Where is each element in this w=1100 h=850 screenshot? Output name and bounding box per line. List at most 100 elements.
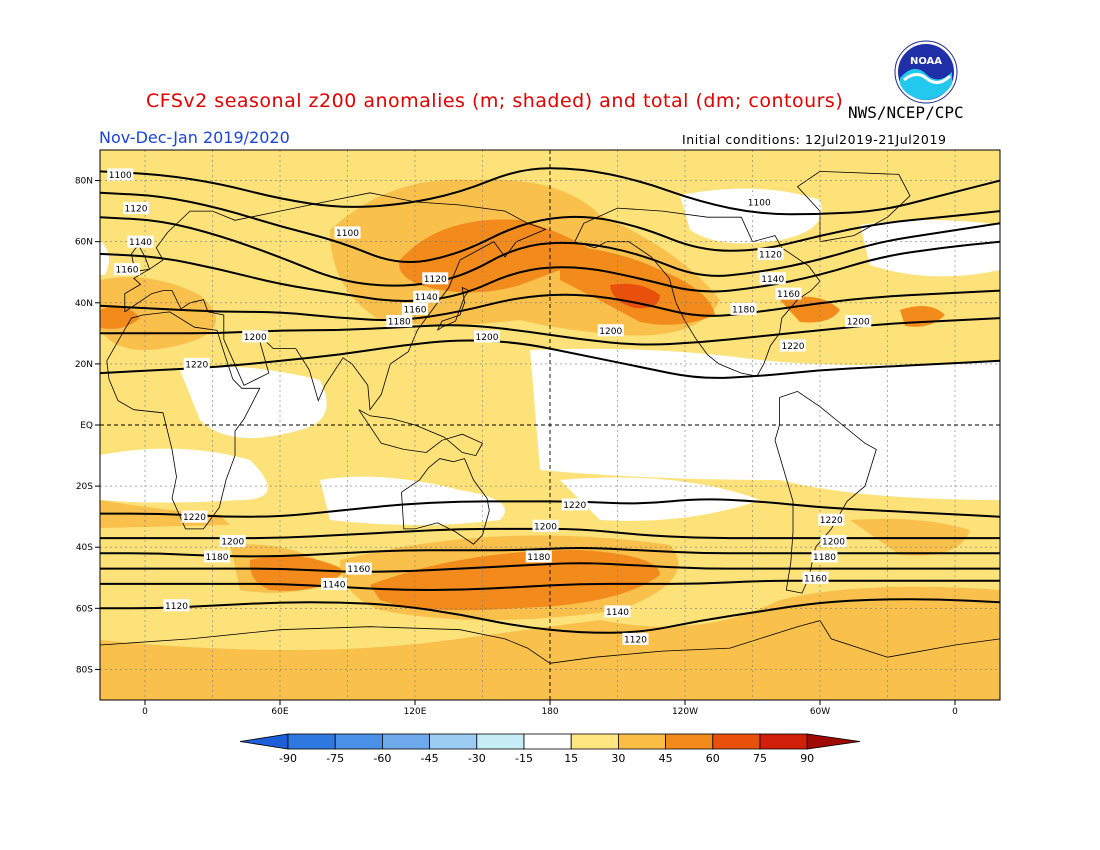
contour-label: 1220 bbox=[818, 513, 845, 526]
contour-label-bg bbox=[114, 263, 140, 276]
contour-label: 1160 bbox=[775, 287, 802, 300]
anomaly-region bbox=[180, 366, 327, 438]
contour-label-text: 1140 bbox=[761, 275, 784, 285]
contour-label-text: 1120 bbox=[125, 205, 148, 215]
anomaly-region bbox=[100, 306, 140, 329]
contour-1120 bbox=[100, 191, 1000, 264]
coastline bbox=[401, 458, 490, 545]
contour-label-bg bbox=[422, 272, 449, 285]
contour-label: 1160 bbox=[345, 562, 372, 575]
colorbar-label: -45 bbox=[421, 752, 439, 765]
contour-label: 1200 bbox=[532, 519, 559, 532]
coastline bbox=[774, 390, 877, 594]
contour-label-text: 1220 bbox=[782, 342, 805, 352]
chart-title: CFSv2 seasonal z200 anomalies (m; shaded… bbox=[146, 90, 844, 112]
contour-label-text: 1160 bbox=[804, 574, 827, 584]
contour-label: 1100 bbox=[107, 168, 134, 181]
contour-label-text: 1160 bbox=[777, 290, 800, 300]
contour-1100 bbox=[100, 167, 1000, 216]
contour-label-text: 1200 bbox=[599, 327, 622, 337]
map-panel: 1100112011401160110011001120114011601120… bbox=[75, 149, 1001, 717]
contour-label-bg bbox=[181, 510, 208, 523]
contour-label: 1220 bbox=[183, 357, 210, 370]
contour-label-text: 1120 bbox=[759, 250, 782, 260]
contour-label-text: 1100 bbox=[109, 171, 132, 181]
coastline bbox=[106, 311, 261, 530]
anomaly-region bbox=[680, 188, 822, 244]
contour-label: 1220 bbox=[561, 498, 588, 511]
noaa-logo-text: NOAA bbox=[910, 56, 942, 67]
contour-label-bg bbox=[413, 290, 440, 303]
contour-label-bg bbox=[474, 330, 500, 343]
contour-label-text: 1180 bbox=[732, 305, 755, 315]
contour-label-bg bbox=[845, 315, 872, 328]
anomaly-region bbox=[860, 220, 1000, 277]
colorbar-label: -60 bbox=[373, 752, 391, 765]
contour-label-text: 1140 bbox=[606, 608, 629, 618]
contour-label-text: 1160 bbox=[116, 266, 139, 276]
contour-label: 1100 bbox=[334, 226, 361, 239]
contour-label: 1160 bbox=[402, 302, 428, 315]
contour-label-text: 1140 bbox=[323, 580, 346, 590]
contour-label: 1220 bbox=[780, 339, 806, 352]
lat-tick-label: 80N bbox=[75, 177, 93, 187]
contour-label-bg bbox=[597, 324, 624, 337]
anomaly-region bbox=[560, 245, 715, 325]
contour-label-text: 1220 bbox=[185, 360, 208, 370]
contour-label: 1200 bbox=[597, 324, 624, 337]
colorbar-segment bbox=[476, 733, 525, 750]
contour-label-text: 1200 bbox=[476, 333, 499, 343]
anomaly-region bbox=[610, 283, 660, 309]
contour-label-bg bbox=[820, 535, 847, 548]
lat-tick-label: 20N bbox=[75, 360, 93, 370]
contour-label-bg bbox=[321, 577, 347, 590]
lat-tick-label: 40N bbox=[75, 299, 93, 309]
contour-label-text: 1200 bbox=[534, 522, 557, 532]
contour-label-bg bbox=[219, 535, 246, 548]
contour-label: 1180 bbox=[525, 550, 552, 563]
contour-label-text: 1180 bbox=[527, 553, 550, 563]
lon-tick-label: 0 bbox=[952, 707, 958, 717]
contour-label: 1120 bbox=[163, 599, 190, 612]
contour-label: 1200 bbox=[820, 535, 847, 548]
colorbar-label: 15 bbox=[564, 752, 578, 765]
contour-label-bg bbox=[780, 339, 806, 352]
contour-label-text: 1180 bbox=[206, 553, 229, 563]
contour-label-text: 1120 bbox=[424, 275, 447, 285]
contour-label-text: 1120 bbox=[165, 602, 188, 612]
colorbar-segment bbox=[618, 733, 667, 750]
contour-label-text: 1140 bbox=[129, 238, 152, 248]
colorbar-label: 30 bbox=[611, 752, 625, 765]
contour-label-bg bbox=[746, 195, 773, 208]
contour-label-text: 1160 bbox=[404, 305, 427, 315]
contour-label-bg bbox=[622, 632, 649, 645]
contour-label: 1220 bbox=[181, 510, 208, 523]
contour-label: 1120 bbox=[422, 272, 449, 285]
coastline bbox=[437, 286, 470, 331]
contour-label: 1140 bbox=[321, 577, 347, 590]
contour-label-text: 1220 bbox=[183, 513, 206, 523]
colorbar-right-arrow bbox=[806, 733, 861, 750]
lon-tick-label: 60W bbox=[810, 707, 830, 717]
lat-tick-label: 60N bbox=[75, 238, 93, 248]
colorbar-left-arrow bbox=[239, 733, 289, 750]
contour-label: 1140 bbox=[413, 290, 440, 303]
contour-1160 bbox=[100, 240, 1000, 302]
colorbar-segment bbox=[334, 733, 383, 750]
contour-label-bg bbox=[775, 287, 802, 300]
coastline bbox=[796, 170, 911, 243]
contour-1120 bbox=[100, 598, 1000, 634]
contour-label-text: 1200 bbox=[847, 318, 870, 328]
contour-label-text: 1180 bbox=[813, 553, 836, 563]
colorbar-segment bbox=[429, 733, 478, 750]
anomaly-region bbox=[370, 550, 660, 611]
lat-tick-label: 20S bbox=[76, 482, 93, 492]
contour-label-bg bbox=[402, 302, 428, 315]
coastline bbox=[574, 207, 821, 377]
contour-label-bg bbox=[759, 272, 786, 285]
contour-label: 1120 bbox=[757, 247, 784, 260]
coastline bbox=[358, 409, 484, 457]
contour-label: 1120 bbox=[622, 632, 649, 645]
contour-label-bg bbox=[183, 357, 210, 370]
lon-tick-label: 120E bbox=[404, 707, 427, 717]
